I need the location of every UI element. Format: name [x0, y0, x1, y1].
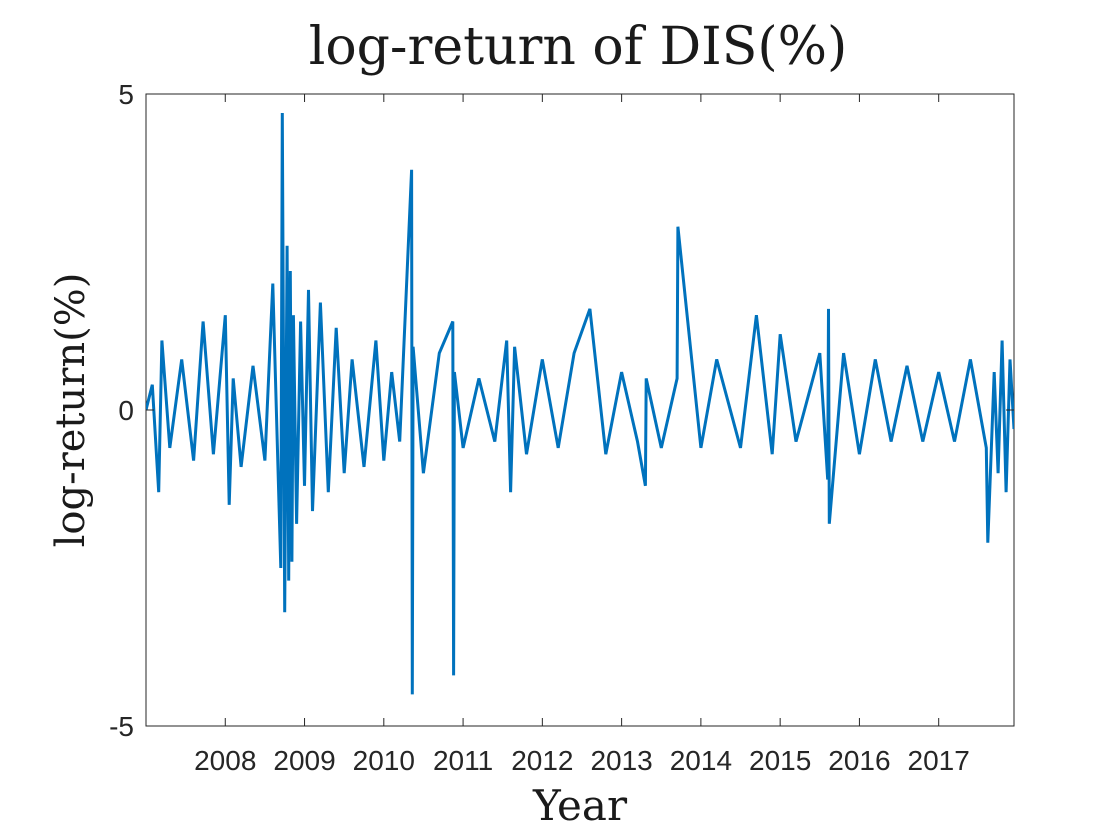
log-return-series-line	[146, 112, 1014, 695]
x-tick-label: 2015	[749, 745, 811, 776]
x-axis-label: Year	[532, 781, 628, 830]
y-tick-label: 0	[118, 395, 134, 426]
y-axis-ticks: -5 0 5	[109, 79, 1014, 742]
x-tick-label: 2013	[590, 745, 652, 776]
series-group	[146, 112, 1014, 695]
x-tick-label: 2009	[273, 745, 335, 776]
x-tick-label: 2012	[511, 745, 573, 776]
plot-area	[145, 93, 1015, 727]
chart-title: log-return of DIS(%)	[309, 17, 848, 77]
x-tick-label: 2010	[353, 745, 415, 776]
x-tick-label: 2008	[194, 745, 256, 776]
x-tick-label: 2014	[670, 745, 732, 776]
x-tick-label: 2016	[828, 745, 890, 776]
x-tick-label: 2011	[433, 745, 493, 776]
x-tick-label: 2017	[908, 745, 970, 776]
x-axis-ticks: 2008 2009 2010 2011 2012 2013 2014 2015 2016 2017	[194, 94, 970, 776]
y-tick-label: 5	[118, 79, 134, 110]
y-axis-label: log-return(%)	[48, 273, 94, 548]
y-tick-label: -5	[109, 711, 134, 742]
